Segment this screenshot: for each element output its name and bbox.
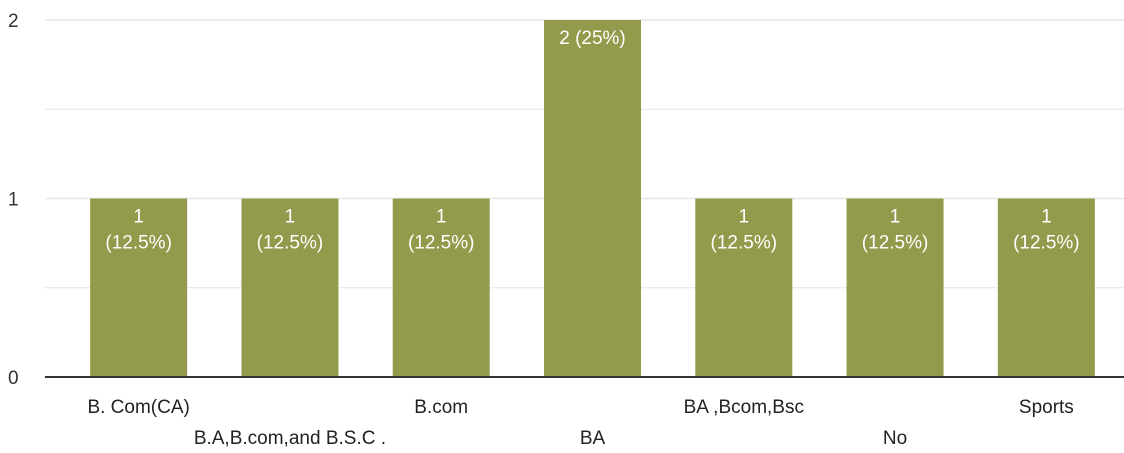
- x-category-label: BA: [580, 428, 606, 449]
- data-label: (12.5%): [105, 233, 172, 254]
- x-category-label: B.com: [414, 397, 468, 418]
- y-axis-ticks: 0 1 2: [8, 11, 19, 389]
- bar: [241, 198, 339, 377]
- bar: [846, 198, 944, 377]
- data-label: (12.5%): [1013, 233, 1080, 254]
- y-tick-label: 2: [8, 11, 19, 32]
- x-category-label: BA ,Bcom,Bsc: [684, 397, 804, 418]
- x-axis-categories: B. Com(CA)B.A,B.com,and B.S.C . B.com BA BA…: [87, 397, 1073, 449]
- data-label: (12.5%): [862, 233, 929, 254]
- bar: [392, 198, 490, 377]
- y-tick-label: 1: [8, 190, 19, 211]
- bar: [544, 20, 641, 377]
- data-label: (12.5%): [257, 233, 324, 254]
- bar: [90, 198, 188, 377]
- x-category-label: B.A,B.com,and B.S.C .: [194, 428, 386, 449]
- x-category-label: No: [883, 428, 907, 449]
- data-labels: 1 (12.5%) 1 (12.5%) 1 (12.5%) 2 (25%) 1 (12.5%) 1…: [105, 28, 1079, 254]
- data-label: 1: [890, 207, 901, 228]
- x-category-label: B. Com(CA): [87, 397, 189, 418]
- y-tick-label: 0: [8, 368, 19, 389]
- data-label: 1: [133, 207, 144, 228]
- data-label: 1: [738, 207, 749, 228]
- data-label: 1: [436, 207, 447, 228]
- data-label: (12.5%): [408, 233, 475, 254]
- data-label: (12.5%): [711, 233, 778, 254]
- bar: [997, 198, 1095, 377]
- data-label: 1: [1041, 207, 1052, 228]
- data-label: 2 (25%): [559, 28, 626, 49]
- x-category-label: Sports: [1019, 397, 1074, 418]
- bars: [90, 20, 1095, 377]
- bar: [695, 198, 793, 377]
- data-label: 1: [285, 207, 296, 228]
